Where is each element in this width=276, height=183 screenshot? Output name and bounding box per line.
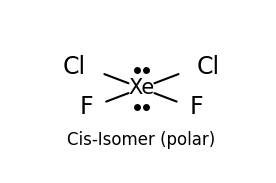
Text: Cis-Isomer (polar): Cis-Isomer (polar) [67,131,216,149]
Text: F: F [190,94,203,119]
Text: Cl: Cl [63,55,86,79]
Text: F: F [80,94,93,119]
Text: Cl: Cl [197,55,220,79]
Text: Xe: Xe [128,78,155,98]
